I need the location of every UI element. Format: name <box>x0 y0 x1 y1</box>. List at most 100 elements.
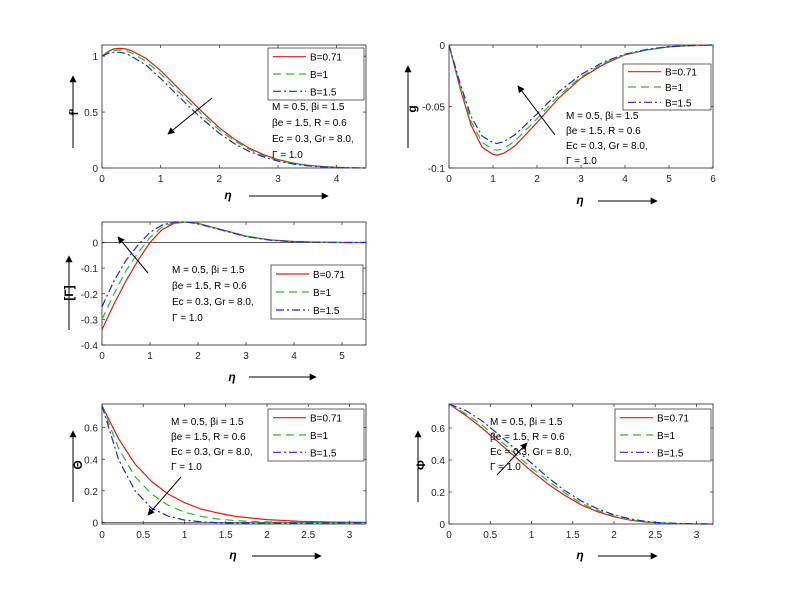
x-tick-label: 2 <box>217 174 223 185</box>
x-tick-label: 3 <box>275 174 281 185</box>
y-tick-label: 0.6 <box>431 424 445 435</box>
series-line-3 <box>448 44 714 145</box>
x-tick-label: 1.5 <box>219 530 233 541</box>
param-annotation: M = 0.5, βi = 1.5 <box>490 417 563 428</box>
y-tick-label: 0 <box>92 164 98 175</box>
x-tick-label: 2 <box>534 174 540 185</box>
x-tick-label: 0 <box>446 174 452 185</box>
x-tick-label: 5 <box>666 174 672 185</box>
param-annotation: Ec = 0.3, Gr = 8.0, <box>172 297 254 308</box>
legend-label: B=1.5 <box>657 448 684 459</box>
legend-label: B=0.71 <box>665 68 697 79</box>
y-axis-label: g <box>405 105 419 112</box>
legend: B=0.71 B=1 B=1.5 <box>622 63 712 111</box>
trend-arrow <box>496 442 528 476</box>
x-axis-label: η <box>228 370 235 384</box>
legend-label: B=1.5 <box>310 87 337 98</box>
x-tick-label: 3 <box>694 530 700 541</box>
x-axis-label: η <box>229 548 236 562</box>
x-tick-label: 4 <box>291 351 297 362</box>
x-tick-label: 0.5 <box>483 530 497 541</box>
y-tick-label: -0.4 <box>81 341 99 352</box>
x-tick-label: 0.5 <box>136 530 150 541</box>
y-tick-label: 0.2 <box>431 488 445 499</box>
chart-panel-1: 0 1 2 3 4 0 0.5 1 B=0.71 B=1 B=1.5 M = 0.5, βi = 1.… <box>67 44 367 202</box>
legend: B=0.71 B=1 B=1.5 <box>267 408 365 462</box>
series-line-3 <box>101 221 366 307</box>
x-tick-label: 1 <box>490 174 496 185</box>
trend-arrow <box>117 236 149 274</box>
legend-label: B=0.71 <box>313 270 345 281</box>
x-tick-label: 1 <box>147 351 153 362</box>
x-tick-label: 1 <box>182 530 188 541</box>
x-tick-label: 1 <box>529 530 535 541</box>
y-tick-label: -0.1 <box>428 164 446 175</box>
legend: B=0.71 B=1 B=1.5 <box>267 47 365 101</box>
param-annotation: M = 0.5, βi = 1.5 <box>172 265 245 276</box>
legend-label: B=1 <box>310 431 329 442</box>
y-tick-label: -0.05 <box>422 103 445 114</box>
y-axis-label: f' <box>67 108 81 115</box>
x-tick-label: 0 <box>99 174 105 185</box>
x-tick-label: 0 <box>446 530 452 541</box>
series-line-3 <box>101 405 367 524</box>
x-tick-label: 3 <box>347 530 353 541</box>
legend-label: B=0.71 <box>310 414 342 425</box>
series-line-3 <box>101 51 367 169</box>
y-tick-label: 0.4 <box>84 455 98 466</box>
x-tick-label: 2 <box>264 530 270 541</box>
y-tick-label: 0 <box>439 41 445 52</box>
param-annotation: Γ = 1.0 <box>490 462 521 473</box>
series-line-2 <box>448 44 714 151</box>
legend-label: B=1 <box>313 288 332 299</box>
series-line-3 <box>448 403 714 525</box>
y-tick-label: 0 <box>439 520 445 531</box>
y-tick-label: 0.6 <box>84 424 98 435</box>
x-tick-label: 4 <box>334 174 340 185</box>
param-annotation: Ec = 0.3, Gr = 8.0, <box>171 447 253 458</box>
x-tick-label: 2.5 <box>301 530 315 541</box>
param-annotation: βe = 1.5, R = 0.6 <box>172 281 247 292</box>
chart-panel-3: 0 1 2 3 4 5 -0.4 -0.3 -0.2 -0.1 0 B=0.71 B=1 B=1.5 M =… <box>62 221 367 384</box>
param-annotation: βe = 1.5, R = 0.6 <box>490 432 565 443</box>
y-tick-label: 0 <box>92 239 98 250</box>
legend-label: B=0.71 <box>310 53 342 64</box>
y-tick-label: 0 <box>92 518 98 529</box>
legend: B=0.71 B=1 B=1.5 <box>270 264 364 320</box>
series-line-2 <box>448 403 713 525</box>
series-line-2 <box>101 405 366 524</box>
x-tick-label: 0 <box>99 351 105 362</box>
x-tick-label: 0 <box>99 530 105 541</box>
param-annotation: βe = 1.5, R = 0.6 <box>566 126 641 137</box>
param-annotation: Ec = 0.3, Gr = 8.0, <box>490 447 572 458</box>
legend-label: B=1 <box>310 70 329 81</box>
trend-arrow <box>167 97 213 135</box>
y-tick-label: -0.2 <box>81 290 99 301</box>
chart-panel-4: 0 0.5 1 1.5 2 2.5 3 0 0.2 0.4 0.6 B=0.71 B=1 B=1.5 M =… <box>69 403 367 562</box>
x-tick-label: 5 <box>339 351 345 362</box>
x-tick-label: 3 <box>578 174 584 185</box>
param-annotation: βe = 1.5, R = 0.6 <box>171 432 246 443</box>
x-axis-label: η <box>224 188 231 202</box>
chart-panel-2: 0 1 2 3 4 5 6 -0.1 -0.05 0 B=0.71 B=1 B=1.5 M = 0.5, … <box>404 41 716 207</box>
x-tick-label: 3 <box>243 351 249 362</box>
param-annotation: Ec = 0.3, Gr = 8.0, <box>272 134 354 145</box>
x-tick-label: 1 <box>158 174 164 185</box>
param-annotation: Γ = 1.0 <box>172 313 203 324</box>
x-axis-label: η <box>576 548 583 562</box>
y-tick-label: 0.2 <box>84 487 98 498</box>
param-annotation: M = 0.5, βi = 1.5 <box>272 102 345 113</box>
x-tick-label: 2 <box>611 530 617 541</box>
param-annotation: Ec = 0.3, Gr = 8.0, <box>566 141 648 152</box>
param-annotation: M = 0.5, βi = 1.5 <box>171 417 244 428</box>
y-axis-label: Θ <box>71 460 85 469</box>
y-tick-label: -0.1 <box>81 264 99 275</box>
y-tick-label: 0.4 <box>431 456 445 467</box>
param-annotation: βe = 1.5, R = 0.6 <box>272 118 347 129</box>
series-line-2 <box>101 221 366 320</box>
x-tick-label: 4 <box>622 174 628 185</box>
y-tick-label: 0.5 <box>84 108 98 119</box>
param-annotation: M = 0.5, βi = 1.5 <box>566 111 639 122</box>
param-annotation: Γ = 1.0 <box>171 462 202 473</box>
